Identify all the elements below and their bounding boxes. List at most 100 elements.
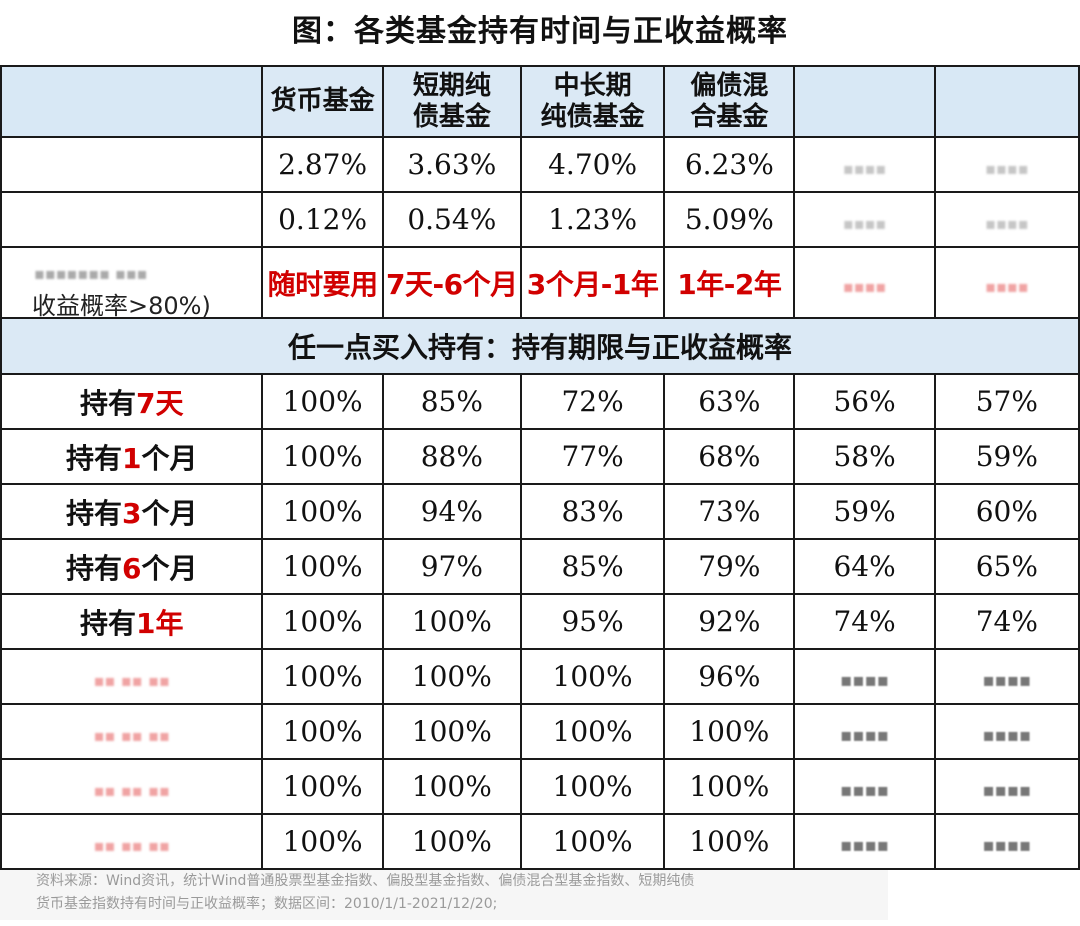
probability-cell: 77% xyxy=(519,428,666,485)
probability-cell: 60% xyxy=(933,483,1080,540)
probability-cell: 100% xyxy=(663,703,796,760)
hold-suffix: 个月 xyxy=(141,496,198,530)
probability-cell: 73% xyxy=(663,483,796,540)
probability-cell: 59% xyxy=(933,428,1080,485)
probability-cell: 88% xyxy=(381,428,522,485)
probability-cell: 68% xyxy=(663,428,796,485)
col-header-blurred-2 xyxy=(933,65,1080,138)
blurred-cell: ▪▪▪▪ xyxy=(793,246,936,319)
top-row-2: 0.12% 0.54% 1.23% 5.09% ▪▪▪▪ ▪▪▪▪ xyxy=(0,191,1080,248)
hold-row: ▪▪ ▪▪ ▪▪ 100% 100% 100% 100% ▪▪▪▪ ▪▪▪▪ xyxy=(0,758,1080,815)
probability-cell: 96% xyxy=(663,648,796,705)
col-header-blurred-1 xyxy=(793,65,936,138)
hold-suffix: 个月 xyxy=(141,441,198,475)
blurred-text: ▪▪▪▪ xyxy=(982,725,1032,746)
blurred-cell: ▪▪▪▪ xyxy=(933,191,1080,248)
blurred-text: ▪▪▪▪ xyxy=(840,780,889,801)
usage-cell: 1年-2年 xyxy=(663,246,796,319)
probability-cell: 74% xyxy=(793,593,936,650)
hold-period-label: ▪▪ ▪▪ ▪▪ xyxy=(0,758,264,815)
value-cell: 3.63% xyxy=(381,136,522,193)
section-row: 任一点买入持有：持有期限与正收益概率 xyxy=(0,317,1080,375)
blurred-cell: ▪▪▪▪ xyxy=(793,191,936,248)
hold-row: 持有7天 100% 85% 72% 63% 56% 57% xyxy=(0,373,1080,430)
probability-cell: 100% xyxy=(663,758,796,815)
value-cell: 2.87% xyxy=(261,136,384,193)
value-cell: 0.54% xyxy=(381,191,522,248)
blurred-label: ▪▪ ▪▪ ▪▪ xyxy=(93,726,170,745)
probability-cell: 100% xyxy=(663,813,796,870)
probability-cell: 57% xyxy=(933,373,1080,430)
probability-cell: 92% xyxy=(663,593,796,650)
top-row-1: 2.87% 3.63% 4.70% 6.23% ▪▪▪▪ ▪▪▪▪ xyxy=(0,136,1080,193)
probability-cell: 100% xyxy=(381,758,522,815)
hold-suffix: 个月 xyxy=(141,551,198,585)
probability-cell: 58% xyxy=(793,428,936,485)
value-cell: 6.23% xyxy=(663,136,796,193)
row-label-blurred xyxy=(0,136,264,193)
hold-period-label: 持有6个月 xyxy=(0,538,264,595)
blurred-cell: ▪▪▪▪ xyxy=(933,136,1080,193)
probability-cell: 65% xyxy=(933,538,1080,595)
probability-cell: 85% xyxy=(381,373,522,430)
row-label-blurred xyxy=(0,191,264,248)
blurred-text: ▪▪▪▪ xyxy=(840,835,889,856)
row-label-text: 收益概率>80%) xyxy=(32,292,211,318)
blurred-cell: ▪▪▪▪ xyxy=(793,648,936,705)
header-stub-cell xyxy=(0,65,264,138)
blurred-cell: ▪▪▪▪ xyxy=(793,703,936,760)
hold-period-value: 7天 xyxy=(136,386,184,420)
blurred-cell: ▪▪▪▪ xyxy=(933,758,1080,815)
probability-cell: 64% xyxy=(793,538,936,595)
hold-row: ▪▪ ▪▪ ▪▪ 100% 100% 100% 96% ▪▪▪▪ ▪▪▪▪ xyxy=(0,648,1080,705)
probability-cell: 85% xyxy=(519,538,666,595)
header-row: 货币基金 短期纯 债基金 中长期 纯债基金 偏债混 合基金 xyxy=(0,65,1080,138)
hold-period-label: 持有1年 xyxy=(0,593,264,650)
probability-cell: 100% xyxy=(381,648,522,705)
blurred-cell: ▪▪▪▪ xyxy=(933,703,1080,760)
probability-cell: 100% xyxy=(519,648,666,705)
col-header-long-bond-fund: 中长期 纯债基金 xyxy=(519,65,666,138)
hold-prefix: 持有 xyxy=(65,441,122,475)
probability-cell: 100% xyxy=(261,593,384,650)
col-header-short-bond-fund: 短期纯 债基金 xyxy=(381,65,522,138)
blurred-text: ▪▪▪▪ xyxy=(982,670,1032,691)
hold-rows: 持有7天 100% 85% 72% 63% 56% 57% 持有1个月 100% 88% 77% 68… xyxy=(0,373,1080,870)
blurred-text: ▪▪▪▪ xyxy=(982,780,1032,801)
value-cell: 1.23% xyxy=(519,191,666,248)
blurred-text: ▪▪▪▪ xyxy=(840,670,889,691)
value-cell: 5.09% xyxy=(663,191,796,248)
hold-row: ▪▪ ▪▪ ▪▪ 100% 100% 100% 100% ▪▪▪▪ ▪▪▪▪ xyxy=(0,813,1080,870)
blurred-cell: ▪▪▪▪ xyxy=(793,758,936,815)
blurred-label: ▪▪ ▪▪ ▪▪ xyxy=(93,781,170,800)
hold-prefix: 持有 xyxy=(79,386,136,420)
blurred-cell: ▪▪▪▪ xyxy=(933,648,1080,705)
probability-cell: 100% xyxy=(261,813,384,870)
probability-cell: 100% xyxy=(261,538,384,595)
probability-cell: 100% xyxy=(261,648,384,705)
page-title: 图：各类基金持有时间与正收益概率 xyxy=(292,14,788,49)
hold-row: 持有1个月 100% 88% 77% 68% 58% 59% xyxy=(0,428,1080,485)
section-title: 任一点买入持有：持有期限与正收益概率 xyxy=(0,317,1080,375)
probability-cell: 63% xyxy=(663,373,796,430)
probability-cell: 100% xyxy=(519,813,666,870)
hold-row: 持有3个月 100% 94% 83% 73% 59% 60% xyxy=(0,483,1080,540)
probability-cell: 100% xyxy=(261,758,384,815)
col-header-bond-hybrid-fund: 偏债混 合基金 xyxy=(663,65,796,138)
hold-prefix: 持有 xyxy=(65,496,122,530)
blurred-cell: ▪▪▪▪ xyxy=(793,813,936,870)
probability-cell: 79% xyxy=(663,538,796,595)
hold-period-value: 1年 xyxy=(136,606,184,640)
usage-cell: 3个月-1年 xyxy=(519,246,666,319)
fund-holding-table: 货币基金 短期纯 债基金 中长期 纯债基金 偏债混 合基金 2.87% 3.63% 4… xyxy=(0,65,1080,870)
probability-cell: 95% xyxy=(519,593,666,650)
hold-prefix: 持有 xyxy=(79,606,136,640)
blurred-text: ▪▪▪▪ xyxy=(840,725,889,746)
blurred-label: ▪▪ ▪▪ ▪▪ xyxy=(93,671,170,690)
probability-cell: 72% xyxy=(519,373,666,430)
probability-cell: 100% xyxy=(381,703,522,760)
hold-period-label: 持有1个月 xyxy=(0,428,264,485)
hold-period-label: ▪▪ ▪▪ ▪▪ xyxy=(0,813,264,870)
blurred-cell: ▪▪▪▪ xyxy=(793,136,936,193)
probability-cell: 100% xyxy=(381,813,522,870)
